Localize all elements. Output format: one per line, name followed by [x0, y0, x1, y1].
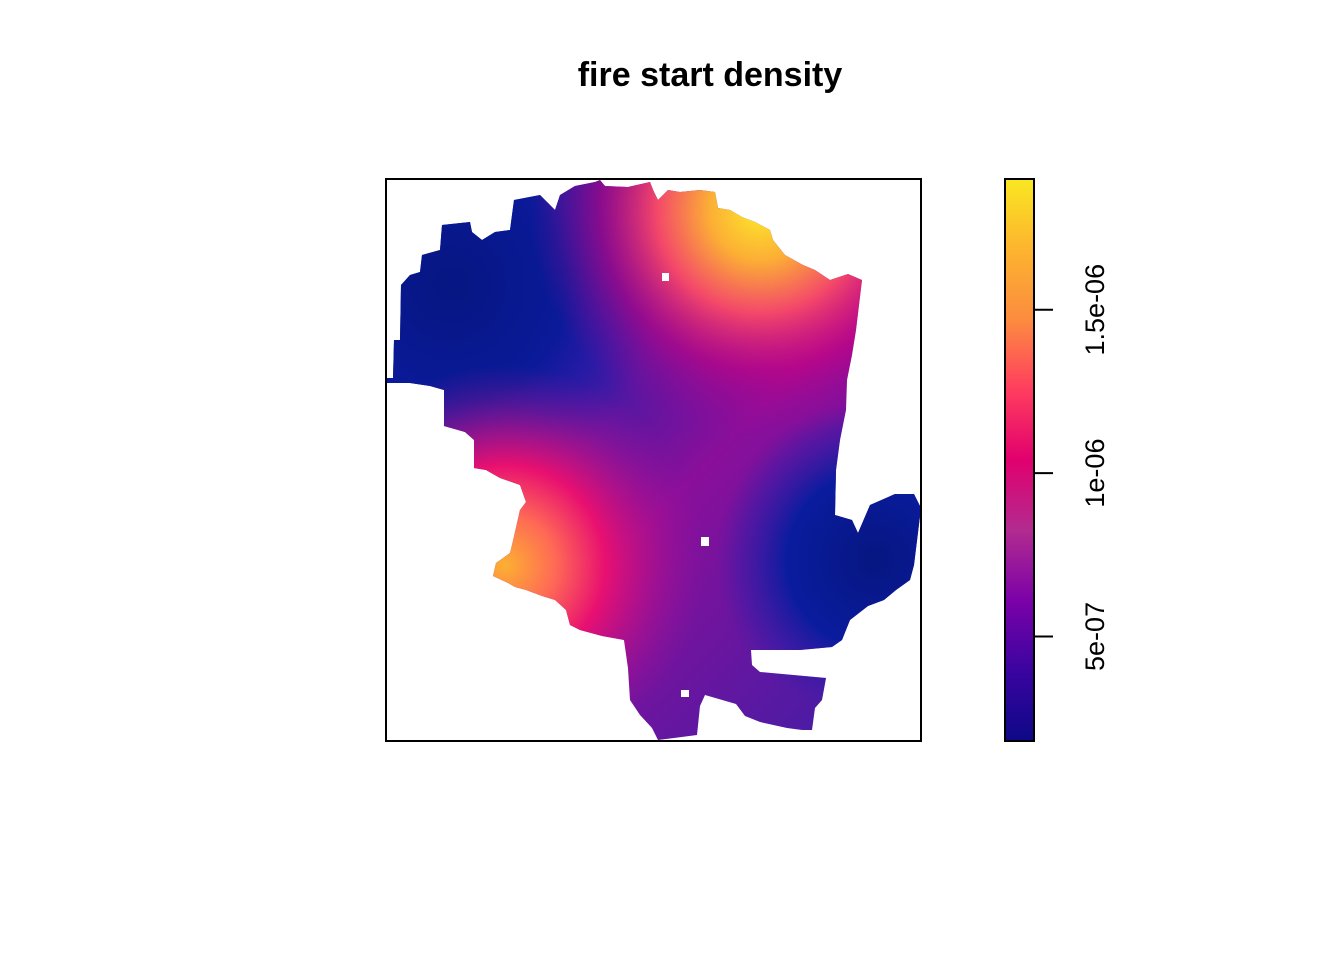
region-hole	[681, 690, 689, 697]
region-hole	[662, 273, 669, 281]
colorbar-strip	[1004, 178, 1035, 742]
plot-frame	[385, 178, 922, 742]
colorbar: 5e-07 1e-06 1.5e-06	[1004, 178, 1110, 742]
colorbar-tick-label: 1e-06	[1080, 439, 1110, 508]
colorbar-tick-label: 5e-07	[1080, 602, 1110, 671]
chart-title: fire start density	[577, 56, 843, 94]
density-map	[386, 180, 921, 740]
region-hole	[701, 537, 709, 546]
colorbar-tick-label: 1.5e-06	[1080, 264, 1110, 356]
